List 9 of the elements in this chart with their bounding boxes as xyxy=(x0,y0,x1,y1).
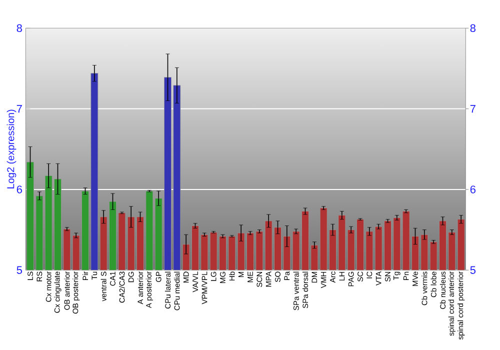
y2-tick-label: 8 xyxy=(470,24,476,32)
y2-tick-label: 6 xyxy=(470,186,476,194)
y2-tick-label: 7 xyxy=(470,105,476,113)
y-tick-label: 8 xyxy=(16,24,22,32)
y-tick-label: 7 xyxy=(16,105,22,113)
y-axis-title: Log2 (expression) xyxy=(6,110,16,188)
y-tick-label: 6 xyxy=(16,186,22,194)
y-tick-label: 5 xyxy=(16,266,22,274)
y2-tick-label: 5 xyxy=(470,266,476,274)
